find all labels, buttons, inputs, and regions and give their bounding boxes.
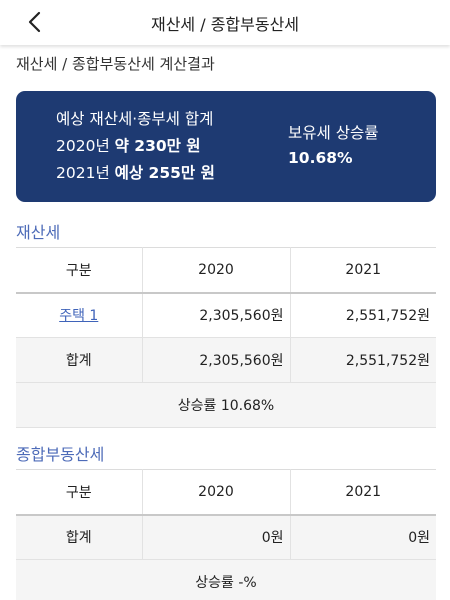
property-tax-table: 구분 2020 2021 주택 1 2,305,560원 2,551,752원 … — [16, 247, 436, 428]
house-1-link[interactable]: 주택 1 — [59, 308, 99, 325]
table-row: 합계 0원 0원 — [16, 514, 436, 560]
row-label-cell: 주택 1 — [16, 292, 143, 338]
row-label-cell: 합계 — [16, 514, 143, 560]
value-2020-cell: 0원 — [142, 514, 291, 560]
table-header-row: 구분 2020 2021 — [16, 469, 436, 516]
summary-totals: 예상 재산세·종부세 합계 2020년 약 230만 원 2021년 예상 25… — [56, 106, 215, 187]
back-button[interactable] — [22, 8, 50, 36]
page-title: 재산세 / 종합부동산세 계산결과 — [16, 55, 215, 73]
rate-label: 보유세 상승률 — [288, 124, 379, 142]
summary-2021-year: 2021년 — [56, 164, 115, 182]
value-2020-cell: 2,305,560원 — [142, 337, 291, 383]
increase-rate: 상승률 10.68% — [16, 382, 436, 428]
table-row: 주택 1 2,305,560원 2,551,752원 — [16, 292, 436, 338]
comprehensive-tax-section-title: 종합부동산세 — [16, 445, 105, 464]
column-header: 2021 — [290, 247, 436, 294]
app-header: 재산세 / 종합부동산세 — [0, 0, 450, 45]
row-label-cell: 합계 — [16, 337, 143, 383]
property-tax-section-title: 재산세 — [16, 223, 61, 242]
value-2020-cell: 2,305,560원 — [142, 292, 291, 338]
increase-rate: 상승률 -% — [16, 559, 436, 600]
summary-rate: 보유세 상승률 10.68% — [288, 120, 379, 169]
summary-2020-value: 약 230만 원 — [114, 137, 201, 155]
column-header: 구분 — [16, 469, 143, 516]
rate-value: 10.68% — [288, 149, 353, 167]
column-header: 2020 — [142, 247, 291, 294]
summary-2020-year: 2020년 — [56, 137, 115, 155]
table-row: 합계 2,305,560원 2,551,752원 — [16, 337, 436, 383]
summary-2020: 2020년 약 230만 원 — [56, 133, 215, 160]
summary-2021: 2021년 예상 255만 원 — [56, 160, 215, 187]
table-header-row: 구분 2020 2021 — [16, 247, 436, 294]
value-2021-cell: 0원 — [290, 514, 436, 560]
value-2021-cell: 2,551,752원 — [290, 337, 436, 383]
summary-card: 예상 재산세·종부세 합계 2020년 약 230만 원 2021년 예상 25… — [16, 91, 436, 202]
value-2021-cell: 2,551,752원 — [290, 292, 436, 338]
column-header: 구분 — [16, 247, 143, 294]
header-title: 재산세 / 종합부동산세 — [150, 15, 300, 34]
column-header: 2021 — [290, 469, 436, 516]
comprehensive-tax-table: 구분 2020 2021 합계 0원 0원 상승률 -% — [16, 469, 436, 600]
summary-2021-value: 예상 255만 원 — [114, 164, 215, 182]
column-header: 2020 — [142, 469, 291, 516]
chevron-left-icon — [28, 11, 41, 33]
table-footer-row: 상승률 -% — [16, 559, 436, 600]
table-footer-row: 상승률 10.68% — [16, 382, 436, 428]
summary-label: 예상 재산세·종부세 합계 — [56, 110, 214, 128]
